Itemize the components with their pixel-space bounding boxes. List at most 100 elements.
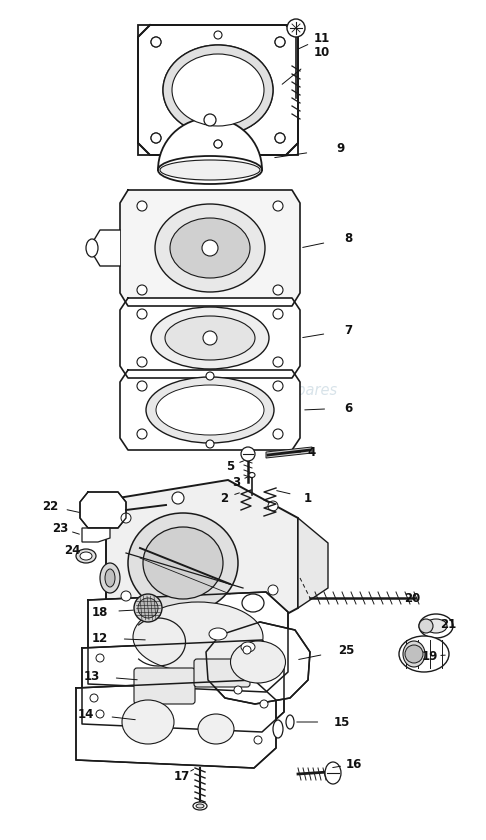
Circle shape <box>96 654 104 662</box>
Text: 19: 19 <box>422 649 438 663</box>
Circle shape <box>275 133 285 143</box>
Text: 1: 1 <box>304 491 312 505</box>
Circle shape <box>243 646 251 654</box>
Ellipse shape <box>241 642 255 652</box>
Circle shape <box>273 309 283 319</box>
Circle shape <box>405 645 423 663</box>
Text: 6: 6 <box>344 402 352 414</box>
Ellipse shape <box>105 569 115 587</box>
Circle shape <box>273 381 283 391</box>
Ellipse shape <box>86 239 98 257</box>
Circle shape <box>172 492 184 504</box>
Polygon shape <box>76 680 276 768</box>
Circle shape <box>287 19 305 37</box>
Text: 17: 17 <box>174 769 190 783</box>
Circle shape <box>137 381 147 391</box>
Polygon shape <box>106 480 298 646</box>
Circle shape <box>151 133 161 143</box>
Circle shape <box>203 331 217 345</box>
Text: 24: 24 <box>64 543 80 556</box>
Circle shape <box>137 309 147 319</box>
Circle shape <box>234 686 242 694</box>
Ellipse shape <box>80 552 92 560</box>
Circle shape <box>254 736 262 744</box>
Ellipse shape <box>170 52 266 128</box>
Circle shape <box>273 429 283 439</box>
Ellipse shape <box>151 307 269 369</box>
Ellipse shape <box>165 316 255 360</box>
Text: 7: 7 <box>344 323 352 337</box>
Ellipse shape <box>76 549 96 563</box>
Ellipse shape <box>230 641 285 683</box>
Ellipse shape <box>425 619 447 633</box>
Circle shape <box>151 37 161 47</box>
Text: 9: 9 <box>336 141 344 155</box>
Circle shape <box>419 619 433 633</box>
Ellipse shape <box>146 377 274 443</box>
Circle shape <box>90 694 98 702</box>
Ellipse shape <box>155 204 265 292</box>
Text: 10: 10 <box>314 45 330 59</box>
Ellipse shape <box>273 720 283 738</box>
Ellipse shape <box>198 714 234 744</box>
Text: 5: 5 <box>226 459 234 472</box>
Circle shape <box>275 133 285 143</box>
Polygon shape <box>94 230 120 266</box>
Circle shape <box>121 591 131 601</box>
Polygon shape <box>206 622 310 704</box>
Polygon shape <box>120 370 300 450</box>
Circle shape <box>138 598 158 618</box>
Text: 20: 20 <box>404 591 420 605</box>
Text: 22: 22 <box>42 500 58 512</box>
Text: 15: 15 <box>334 716 350 728</box>
Polygon shape <box>120 298 300 378</box>
Circle shape <box>268 501 278 511</box>
Ellipse shape <box>172 54 264 126</box>
Ellipse shape <box>249 472 255 477</box>
Polygon shape <box>80 492 126 528</box>
Ellipse shape <box>399 636 449 672</box>
Polygon shape <box>298 518 328 608</box>
Ellipse shape <box>209 628 227 640</box>
Text: 18: 18 <box>92 606 108 618</box>
Text: 25: 25 <box>338 643 354 657</box>
Circle shape <box>214 141 222 149</box>
Ellipse shape <box>325 762 341 784</box>
Circle shape <box>260 700 268 708</box>
Circle shape <box>121 513 131 523</box>
Circle shape <box>214 31 222 39</box>
Polygon shape <box>88 592 288 692</box>
Ellipse shape <box>158 156 262 184</box>
Ellipse shape <box>133 602 263 672</box>
Text: 4: 4 <box>308 445 316 459</box>
Circle shape <box>214 140 222 148</box>
Circle shape <box>137 201 147 211</box>
Text: 13: 13 <box>84 669 100 682</box>
Text: 23: 23 <box>52 522 68 534</box>
FancyBboxPatch shape <box>138 25 298 155</box>
Circle shape <box>273 357 283 367</box>
FancyBboxPatch shape <box>194 659 250 687</box>
Text: 2: 2 <box>220 491 228 505</box>
Ellipse shape <box>170 218 250 278</box>
Circle shape <box>137 285 147 295</box>
Polygon shape <box>82 528 110 542</box>
FancyBboxPatch shape <box>134 668 195 704</box>
Ellipse shape <box>163 45 273 135</box>
Circle shape <box>275 37 285 47</box>
Ellipse shape <box>122 700 174 744</box>
Ellipse shape <box>242 594 264 612</box>
Circle shape <box>137 357 147 367</box>
Circle shape <box>204 114 216 126</box>
Ellipse shape <box>196 804 204 808</box>
Ellipse shape <box>403 641 425 667</box>
Ellipse shape <box>419 614 453 638</box>
Text: 12: 12 <box>92 632 108 644</box>
Ellipse shape <box>160 160 260 180</box>
Text: 16: 16 <box>346 758 362 770</box>
Ellipse shape <box>156 385 264 435</box>
Circle shape <box>241 447 255 461</box>
Circle shape <box>214 140 222 148</box>
Text: 21: 21 <box>440 617 456 631</box>
Circle shape <box>202 240 218 256</box>
